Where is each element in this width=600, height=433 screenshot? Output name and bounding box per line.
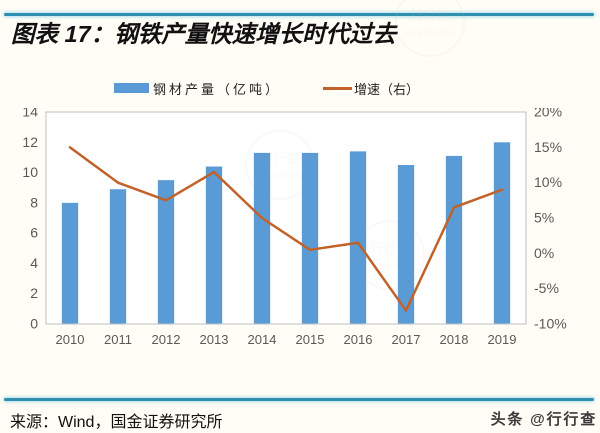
- svg-text:行行查: 行行查: [410, 8, 449, 23]
- svg-text:2019: 2019: [488, 332, 517, 347]
- svg-text:hanghangcha: hanghangcha: [406, 28, 455, 37]
- svg-text:2015: 2015: [296, 332, 325, 347]
- svg-text:2011: 2011: [104, 332, 132, 347]
- svg-text:8: 8: [30, 194, 38, 210]
- svg-text:2016: 2016: [344, 332, 373, 347]
- svg-text:10: 10: [22, 164, 38, 180]
- svg-text:0%: 0%: [534, 245, 554, 261]
- svg-text:2014: 2014: [248, 332, 277, 347]
- svg-text:5%: 5%: [534, 210, 554, 226]
- svg-text:20%: 20%: [534, 108, 562, 120]
- svg-text:2017: 2017: [392, 332, 421, 347]
- svg-text:2012: 2012: [152, 332, 181, 347]
- svg-text:4: 4: [30, 255, 38, 271]
- svg-text:0: 0: [30, 316, 38, 332]
- svg-text:-10%: -10%: [534, 316, 567, 332]
- svg-text:14: 14: [22, 108, 38, 120]
- svg-text:-5%: -5%: [534, 280, 559, 296]
- svg-text:6: 6: [30, 225, 38, 241]
- svg-text:2013: 2013: [200, 332, 229, 347]
- svg-text:2: 2: [30, 285, 38, 301]
- svg-text:15%: 15%: [534, 139, 562, 155]
- svg-text:10%: 10%: [534, 174, 562, 190]
- svg-text:2018: 2018: [440, 332, 469, 347]
- svg-text:2010: 2010: [56, 332, 85, 347]
- svg-text:12: 12: [22, 134, 38, 150]
